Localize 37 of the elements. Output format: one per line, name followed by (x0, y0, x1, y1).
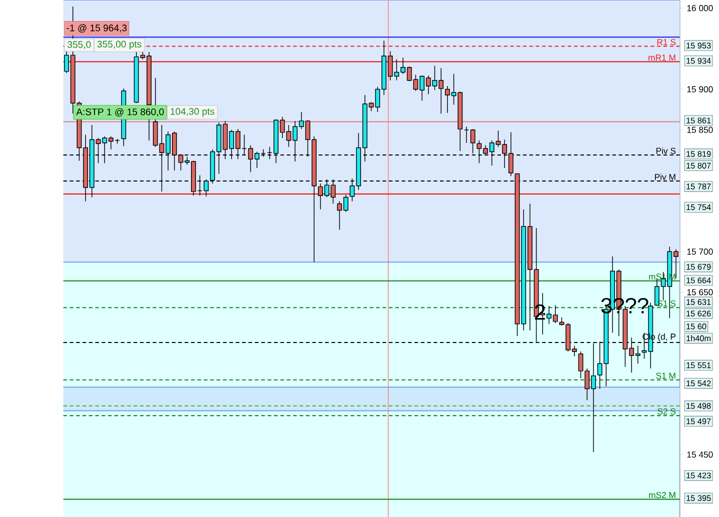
text: 15 498 (686, 403, 711, 409)
text: 15 542 (686, 380, 711, 386)
y-tick-label: 16 000 (687, 5, 713, 12)
annotation: A:STP 1 @ 15 860,0 (76, 108, 164, 116)
text: 15 497 (686, 418, 711, 424)
annotation: -1 @ 15 964,3 (66, 24, 127, 32)
text: 15 819 (686, 150, 711, 157)
text: 15 807 (686, 162, 711, 169)
ref-line-label: mR1 M (648, 54, 676, 61)
text: 15 934 (686, 58, 711, 64)
text: 15 423 (686, 472, 711, 478)
text: 15 679 (686, 264, 711, 270)
y-tick-label: 15 700 (687, 248, 713, 255)
text: 15 631 (686, 299, 711, 305)
text: 15 395 (686, 495, 711, 501)
text: 15 787 (686, 184, 711, 190)
ref-line-label: R1 S (657, 39, 676, 46)
annotation: 355,0 (68, 41, 91, 50)
text: 15 60 (686, 324, 706, 330)
ref-line-label: mS2 M (649, 492, 676, 498)
annotation: 104,30 pts (170, 108, 214, 117)
text: 1h40m (686, 335, 711, 342)
ref-line-label: Piv M (655, 174, 676, 180)
text: 15 664 (686, 277, 711, 284)
y-tick-label: 15 650 (687, 289, 713, 296)
y-tick-label: 15 450 (687, 451, 713, 458)
ref-line-label: S2 S (658, 408, 676, 414)
text: 15 861 (686, 118, 711, 124)
ref-line-label: S1 M (656, 372, 676, 379)
text: 15 953 (686, 42, 711, 48)
text: 15 754 (686, 204, 711, 210)
y-tick-label: 15 900 (687, 86, 713, 92)
text: 15 551 (686, 362, 711, 368)
ref-line-label: Piv S (656, 148, 676, 154)
annotation: 355,00 pts (97, 40, 142, 50)
y-tick-label: 15 850 (687, 126, 713, 133)
text: 15 626 (686, 310, 711, 316)
